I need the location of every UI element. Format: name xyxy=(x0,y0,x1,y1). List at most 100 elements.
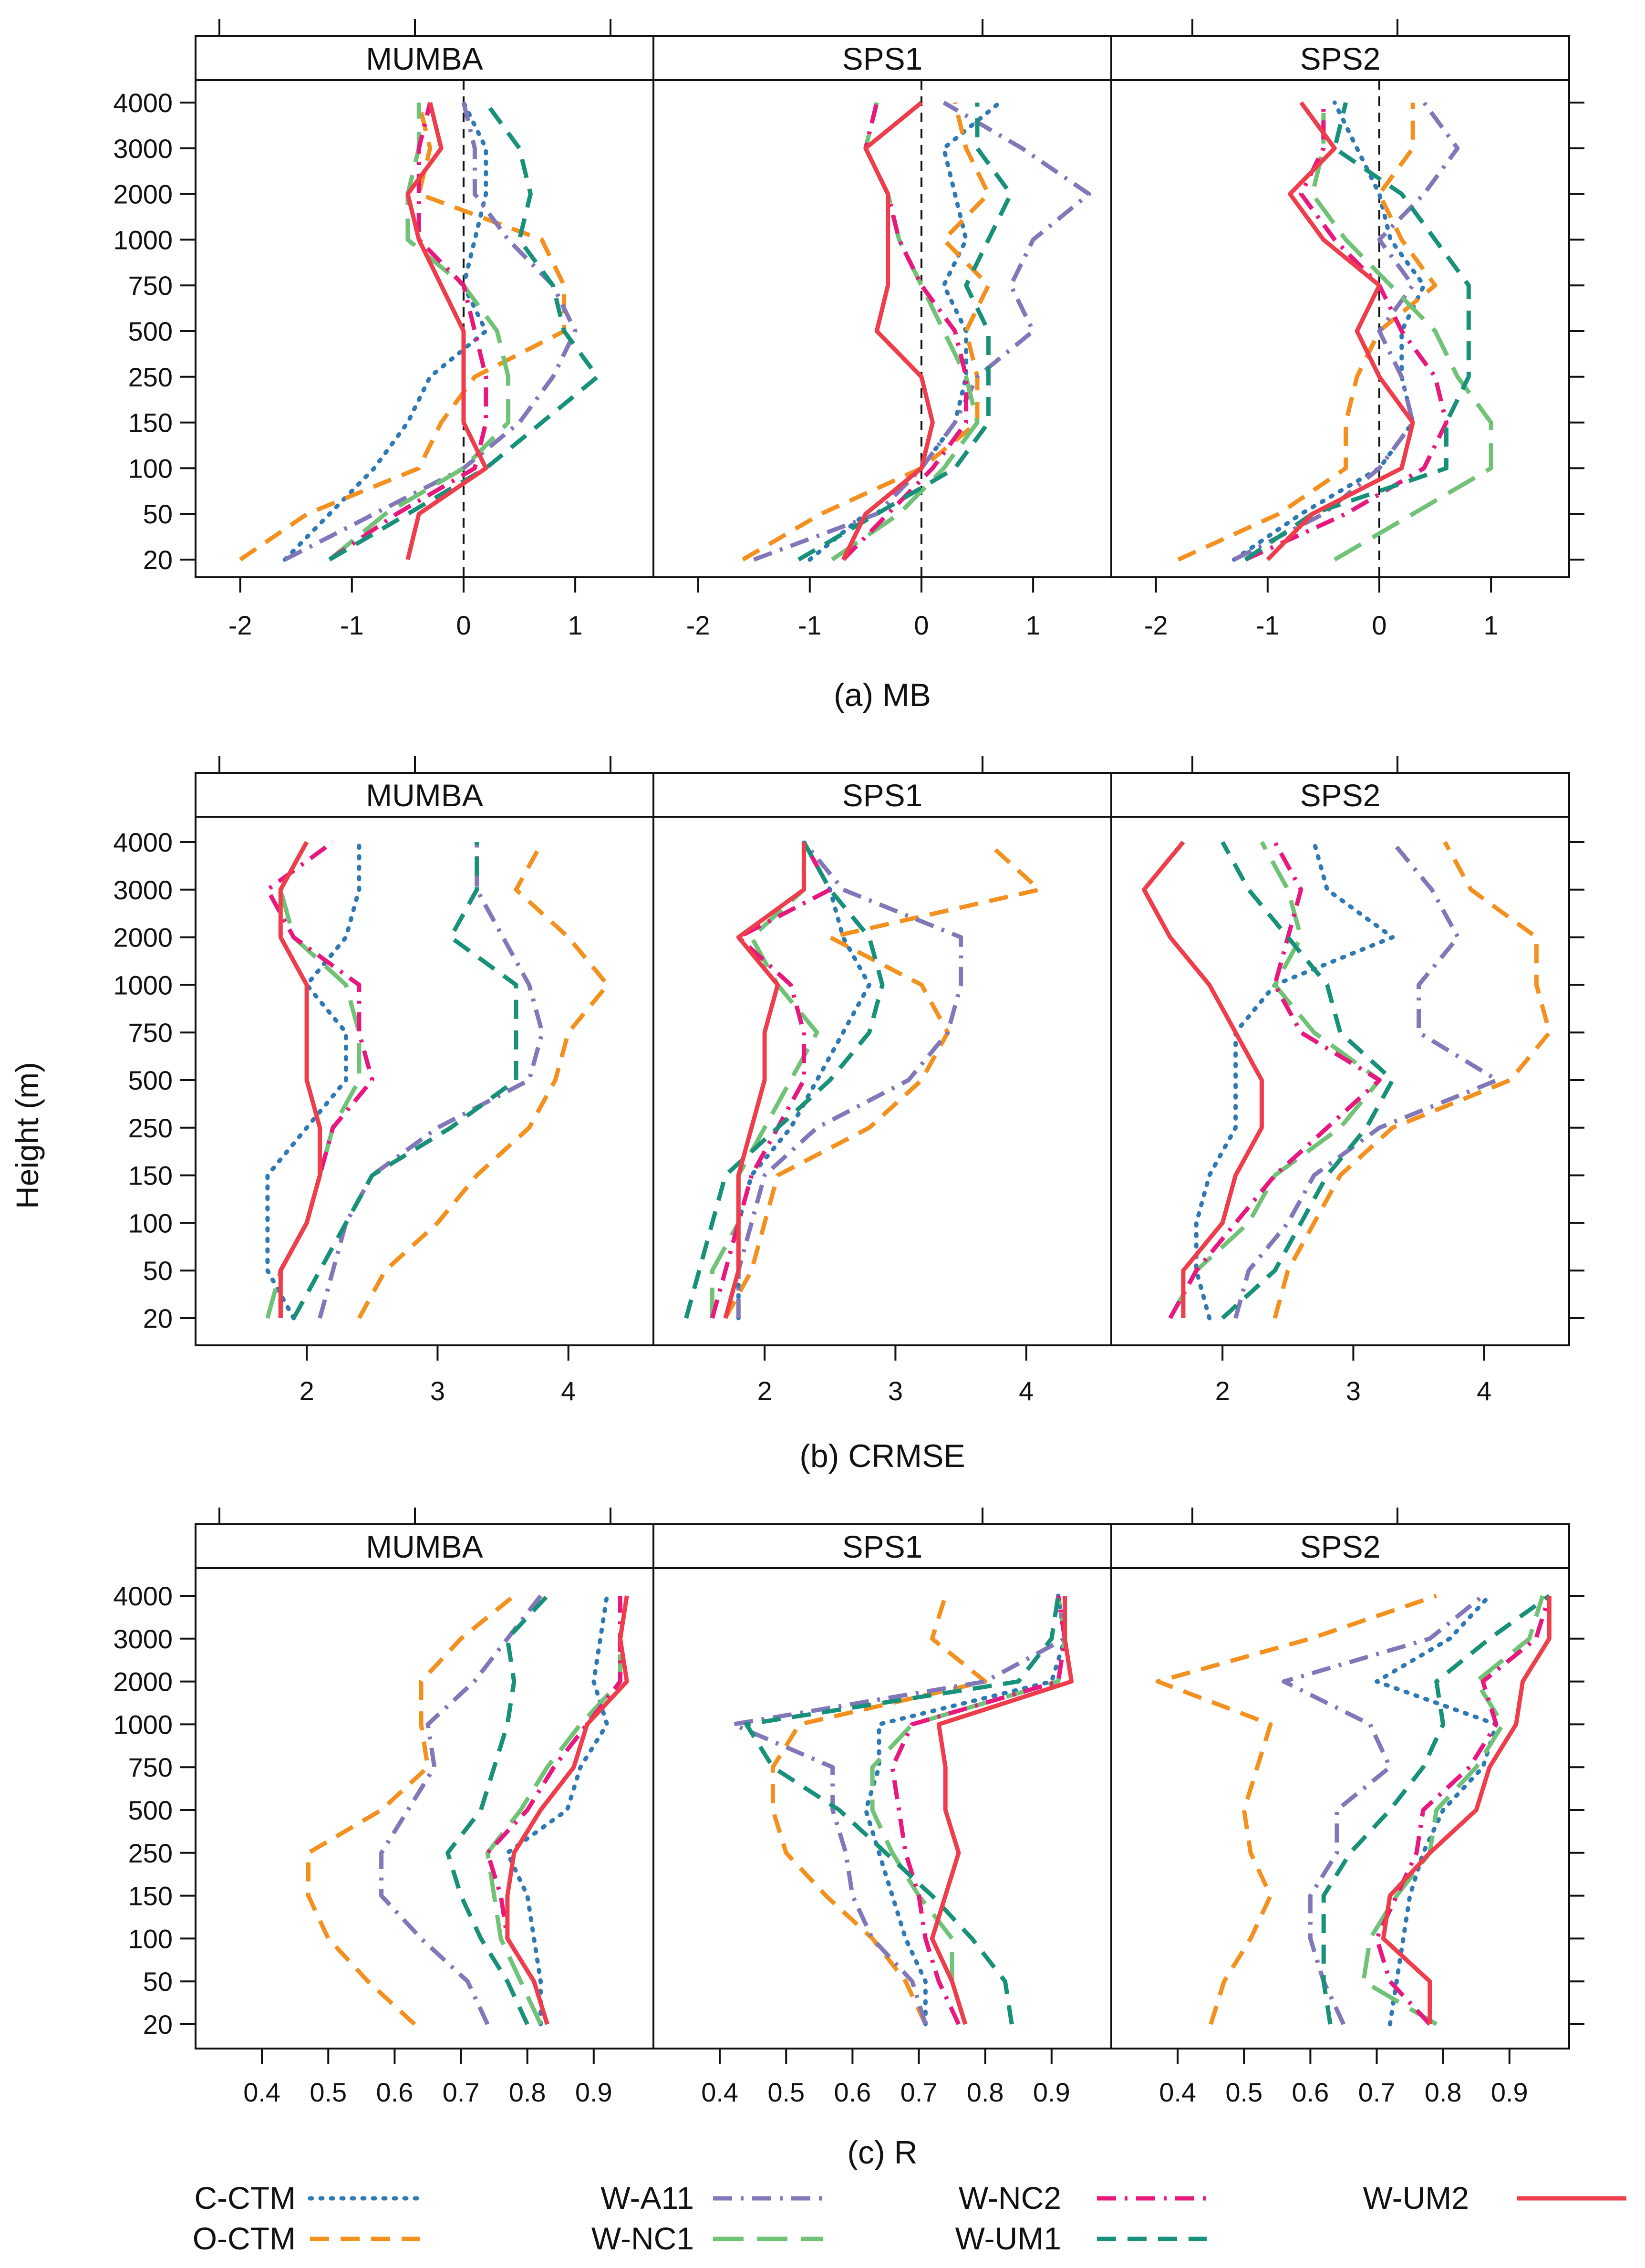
series-line-w-a11 xyxy=(736,841,963,1318)
y-tick-label: 150 xyxy=(128,1161,173,1191)
x-tick-label: 0.7 xyxy=(443,2077,480,2107)
panel-sps2: SPS2 2 3 4 xyxy=(1110,772,1570,1406)
series-line-w-um2 xyxy=(405,102,488,561)
panel-frame xyxy=(1110,79,1570,578)
series-line-w-nc1 xyxy=(1310,103,1493,562)
series-line-c-ctm xyxy=(1232,100,1427,562)
x-tick-label: 1 xyxy=(1484,610,1499,640)
panel-mumba: MUMBA 2 3 4 xyxy=(195,772,654,1406)
x-tick-label: 0.8 xyxy=(509,2077,546,2107)
series-line-o-ctm xyxy=(742,102,991,562)
x-tick-label: 0.5 xyxy=(1225,2077,1262,2107)
series-line-o-ctm xyxy=(1177,103,1438,562)
legend-label-c-ctm: C-CTM xyxy=(194,2180,296,2216)
panel-title: MUMBA xyxy=(366,778,483,813)
x-tick-label: -1 xyxy=(1256,610,1280,640)
x-tick-label: -1 xyxy=(340,610,364,640)
y-tick-label: 20 xyxy=(143,2009,173,2039)
y-tick-label: 1000 xyxy=(113,225,173,255)
legend-label-o-ctm: O-CTM xyxy=(193,2221,296,2256)
x-tick-label: 0 xyxy=(456,610,471,640)
y-tick-label: 20 xyxy=(143,1303,173,1333)
chart-1: 20 50 100 150 250 500 750 1000 2000 3000 4000 MUMBA… xyxy=(113,756,1584,1474)
x-tick-label: 0.6 xyxy=(376,2077,413,2107)
panel-sps2: SPS2 -2 -1 0 1 xyxy=(1110,35,1570,640)
y-tick-label: 500 xyxy=(128,1065,173,1095)
series-line-w-um2 xyxy=(723,842,806,1319)
series-line-w-um1 xyxy=(1321,1594,1551,2025)
series-line-w-um2 xyxy=(505,1595,629,2025)
series-line-w-um2 xyxy=(1142,841,1264,1318)
y-tick-label: 50 xyxy=(143,1966,173,1997)
x-tick-label: 2 xyxy=(300,1376,314,1406)
panel-sps1: SPS1 2 3 4 xyxy=(652,772,1112,1406)
series-line-w-um1 xyxy=(291,842,518,1320)
x-tick-label: 0 xyxy=(1372,610,1386,640)
y-tick-label: 4000 xyxy=(113,88,173,118)
x-tick-label: 4 xyxy=(1019,1376,1034,1406)
series-line-c-ctm xyxy=(736,840,872,1321)
series-line-c-ctm xyxy=(863,1593,1067,2027)
panel-frame xyxy=(1110,816,1570,1346)
x-tick-label: -2 xyxy=(228,610,252,640)
series-line-o-ctm xyxy=(306,1594,516,2026)
series-line-w-a11 xyxy=(379,1594,543,2025)
y-tick-label: 750 xyxy=(128,1752,173,1782)
y-tick-label: 750 xyxy=(128,270,173,301)
y-axis-label: Height (m) xyxy=(10,1062,45,1209)
series-line-w-nc1 xyxy=(1361,1595,1545,2026)
panel-title: SPS2 xyxy=(1300,778,1381,813)
y-tick-label: 150 xyxy=(128,408,173,438)
series-line-w-um1 xyxy=(1221,841,1395,1320)
series-line-w-nc2 xyxy=(710,841,832,1319)
panel-strip xyxy=(652,35,1112,81)
y-tick-label: 100 xyxy=(128,1208,173,1238)
y-tick-label: 50 xyxy=(143,499,173,529)
y-tick-label: 250 xyxy=(128,1838,173,1868)
x-tick-label: 3 xyxy=(888,1376,903,1406)
series-line-w-um1 xyxy=(744,1595,1061,2025)
y-tick-label: 2000 xyxy=(113,1667,173,1697)
panel-strip xyxy=(1110,35,1570,81)
series-line-w-um1 xyxy=(1244,102,1471,562)
y-tick-label: 500 xyxy=(128,1795,173,1825)
x-tick-label: -1 xyxy=(798,610,822,640)
series-line-w-a11 xyxy=(318,842,545,1319)
series-line-w-um1 xyxy=(797,103,1013,562)
x-tick-label: 1 xyxy=(1026,610,1041,640)
x-tick-label: 4 xyxy=(1477,1376,1491,1406)
series-line-w-um2 xyxy=(841,101,935,561)
x-tick-label: 0.6 xyxy=(834,2077,871,2107)
x-tick-label: 0.8 xyxy=(967,2077,1004,2107)
y-tick-label: 4000 xyxy=(113,1581,173,1611)
series-line-w-nc1 xyxy=(485,1595,629,2025)
chart-caption: (b) CRMSE xyxy=(799,1438,965,1474)
chart-caption: (a) MB xyxy=(834,677,931,713)
series-line-w-nc2 xyxy=(1375,1595,1552,2026)
series-line-w-um2 xyxy=(930,1596,1074,2025)
series-line-c-ctm xyxy=(265,840,362,1321)
y-tick-label: 100 xyxy=(128,453,173,483)
series-line-w-um2 xyxy=(278,841,322,1318)
legend: C-CTM O-CTM W-A11 W-NC1 W-NC2 W-UM1 W-UM2 xyxy=(193,2180,1626,2256)
panel-sps2: SPS2 0.4 0.5 0.6 0.7 0.8 0.9 xyxy=(1110,1523,1570,2107)
panel-frame xyxy=(1110,1567,1570,2050)
x-tick-label: 0.7 xyxy=(1358,2077,1396,2107)
chart-0: 20501001502505007501000200030004000MUMBA… xyxy=(113,19,1584,713)
series-line-c-ctm xyxy=(282,100,488,562)
y-tick-label: 750 xyxy=(128,1018,173,1048)
x-tick-label: 0.9 xyxy=(1491,2077,1528,2107)
panel-strip xyxy=(1110,1523,1570,1569)
series-line-o-ctm xyxy=(357,841,610,1320)
series-line-w-um2 xyxy=(1381,1596,1552,2024)
legend-label-w-um1: W-UM1 xyxy=(955,2221,1061,2256)
panel-title: SPS1 xyxy=(842,778,923,813)
x-tick-label: 0.9 xyxy=(1033,2077,1070,2107)
x-tick-label: 0.4 xyxy=(701,2077,738,2107)
series-line-c-ctm xyxy=(807,100,1002,562)
y-tick-label: 3000 xyxy=(113,1624,173,1654)
y-tick-label: 20 xyxy=(143,545,173,575)
x-tick-label: -2 xyxy=(686,610,710,640)
y-tick-label: 1000 xyxy=(113,1709,173,1739)
